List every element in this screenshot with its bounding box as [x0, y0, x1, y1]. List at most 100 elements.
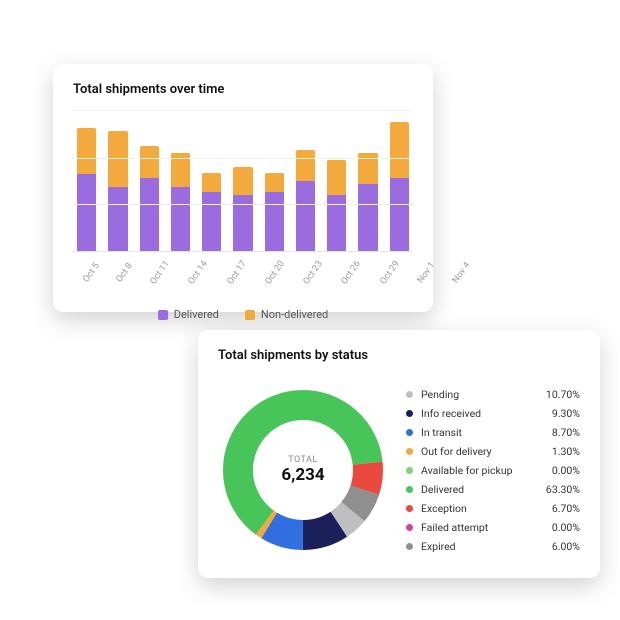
bar-stack — [265, 173, 284, 251]
bar-x-label: Oct 23 — [302, 259, 325, 286]
status-dot — [406, 410, 413, 417]
bar-column — [265, 173, 284, 251]
bar-segment-delivered — [140, 178, 159, 251]
bar-stack — [327, 160, 346, 251]
status-label: Delivered — [421, 483, 530, 496]
donut-total-value: 6,234 — [281, 465, 324, 485]
status-dot — [406, 486, 413, 493]
bar-stack — [77, 128, 96, 251]
bar-x-label: Nov 4 — [451, 261, 472, 286]
grid-line — [73, 204, 413, 205]
bar-segment-delivered — [171, 187, 190, 251]
status-dot — [406, 543, 413, 550]
bar-segment-non-delivered — [77, 128, 96, 174]
legend-label: Delivered — [174, 308, 219, 321]
bar-stack — [140, 146, 159, 251]
legend-label: Non-delivered — [261, 308, 328, 321]
bar-column — [358, 153, 377, 251]
status-label: Expired — [421, 540, 530, 553]
bar-segment-delivered — [77, 174, 96, 251]
status-row: Expired6.00% — [406, 540, 580, 553]
bar-column — [140, 146, 159, 251]
bar-x-label: Oct 5 — [82, 261, 102, 284]
status-row: Exception6.70% — [406, 502, 580, 515]
status-percentage: 6.00% — [530, 540, 580, 553]
status-percentage: 6.70% — [530, 502, 580, 515]
status-label: Out for delivery — [421, 445, 530, 458]
status-percentage: 8.70% — [530, 426, 580, 439]
status-percentage: 1.30% — [530, 445, 580, 458]
status-dot — [406, 391, 413, 398]
donut-total-label: TOTAL — [288, 455, 318, 465]
bar-x-label: Oct 11 — [149, 259, 172, 286]
bar-segment-non-delivered — [202, 173, 221, 193]
bar-segment-non-delivered — [390, 122, 409, 178]
legend-item: Non-delivered — [245, 308, 328, 321]
status-percentage: 0.00% — [530, 464, 580, 477]
bar-x-label: Oct 29 — [378, 259, 401, 286]
legend-item: Delivered — [158, 308, 219, 321]
bar-column — [202, 173, 221, 251]
bar-segment-non-delivered — [233, 167, 252, 195]
bar-column — [108, 131, 127, 251]
bar-segment-non-delivered — [327, 160, 346, 195]
status-row: Failed attempt0.00% — [406, 521, 580, 534]
bar-x-label: Oct 20 — [263, 259, 286, 286]
bar-segment-delivered — [265, 192, 284, 251]
bar-chart-plot — [73, 111, 413, 252]
bar-segment-non-delivered — [108, 131, 127, 187]
bar-segment-non-delivered — [140, 146, 159, 178]
bar-x-label: Nov 1 — [416, 261, 437, 286]
status-label: Exception — [421, 502, 530, 515]
bar-x-label: Oct 8 — [115, 261, 135, 284]
status-legend-list: Pending10.70%Info received9.30%In transi… — [406, 388, 580, 553]
bar-stack — [233, 167, 252, 251]
status-row: Delivered63.30% — [406, 483, 580, 496]
status-row: Info received9.30% — [406, 407, 580, 420]
status-label: Available for pickup — [421, 464, 530, 477]
bar-stack — [358, 153, 377, 251]
status-percentage: 63.30% — [530, 483, 580, 496]
bar-x-label: Oct 17 — [225, 259, 248, 286]
bar-segment-delivered — [390, 178, 409, 251]
status-dot — [406, 429, 413, 436]
bar-segment-non-delivered — [296, 150, 315, 181]
bar-chart-x-labels: Oct 5Oct 8Oct 11Oct 14Oct 17Oct 20Oct 23… — [73, 252, 413, 280]
donut-center: TOTAL 6,234 — [218, 385, 388, 555]
status-percentage: 9.30% — [530, 407, 580, 420]
bar-column — [390, 122, 409, 251]
bar-segment-non-delivered — [265, 173, 284, 193]
bar-column — [296, 150, 315, 251]
bar-x-label: Oct 26 — [340, 259, 363, 286]
bar-segment-delivered — [108, 187, 127, 251]
grid-line — [73, 110, 413, 111]
status-label: Info received — [421, 407, 530, 420]
bar-stack — [171, 153, 190, 251]
bar-column — [327, 160, 346, 251]
shipments-by-status-card: Total shipments by status TOTAL 6,234 Pe… — [198, 330, 600, 578]
bar-x-label: Oct 14 — [187, 259, 210, 286]
shipments-over-time-card: Total shipments over time Oct 5Oct 8Oct … — [53, 64, 433, 312]
donut-chart-title: Total shipments by status — [218, 348, 580, 363]
status-dot — [406, 467, 413, 474]
bar-stack — [202, 173, 221, 251]
bar-chart-legend: Delivered Non-delivered — [73, 308, 413, 321]
status-row: Out for delivery1.30% — [406, 445, 580, 458]
bar-segment-delivered — [358, 184, 377, 251]
legend-swatch — [245, 310, 255, 320]
bar-segment-delivered — [296, 181, 315, 251]
status-row: Available for pickup0.00% — [406, 464, 580, 477]
donut-chart: TOTAL 6,234 — [218, 385, 388, 555]
grid-line — [73, 158, 413, 159]
bar-column — [77, 128, 96, 251]
status-dot — [406, 448, 413, 455]
status-dot — [406, 524, 413, 531]
legend-swatch — [158, 310, 168, 320]
status-percentage: 0.00% — [530, 521, 580, 534]
bar-stack — [296, 150, 315, 251]
bar-column — [233, 167, 252, 251]
bar-column — [171, 153, 190, 251]
status-label: In transit — [421, 426, 530, 439]
status-row: Pending10.70% — [406, 388, 580, 401]
status-label: Pending — [421, 388, 530, 401]
